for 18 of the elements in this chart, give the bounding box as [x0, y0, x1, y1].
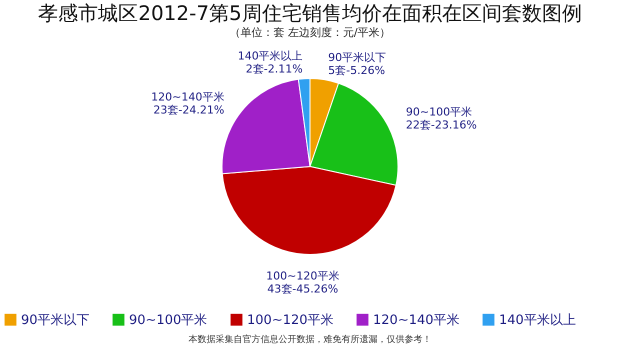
data-label: 43套-45.26%: [267, 282, 338, 296]
data-label: 22套-23.16%: [406, 118, 477, 132]
data-label: 5套-5.26%: [328, 64, 386, 77]
chart-subtitle: （单位：套 左边刻度：元/平米）: [229, 26, 391, 39]
legend-label: 120~140平米: [373, 312, 460, 328]
data-label: 23套-24.21%: [153, 104, 224, 117]
slice-label: 140平米以上: [238, 50, 303, 63]
slice-label: 120~140平米: [151, 90, 224, 104]
chart-title: 孝感市城区2012-7第5周住宅销售均价在面积在区间套数图例: [38, 1, 582, 25]
text: 本数据采集自官方信息公开数据，难免有所遗漏，仅供参考！: [188, 334, 432, 347]
legend-label: 90~100平米: [129, 312, 208, 328]
slice-label: 90平米以下: [328, 51, 386, 64]
slice-label: 100~120平米: [266, 269, 340, 282]
data-label: 2套-2.11%: [246, 62, 303, 76]
slice-label: 90~100平米: [406, 106, 472, 119]
legend-label: 90平米以下: [21, 312, 90, 328]
legend-label: 140平米以上: [499, 312, 576, 328]
legend-label: 100~120平米: [247, 312, 334, 328]
